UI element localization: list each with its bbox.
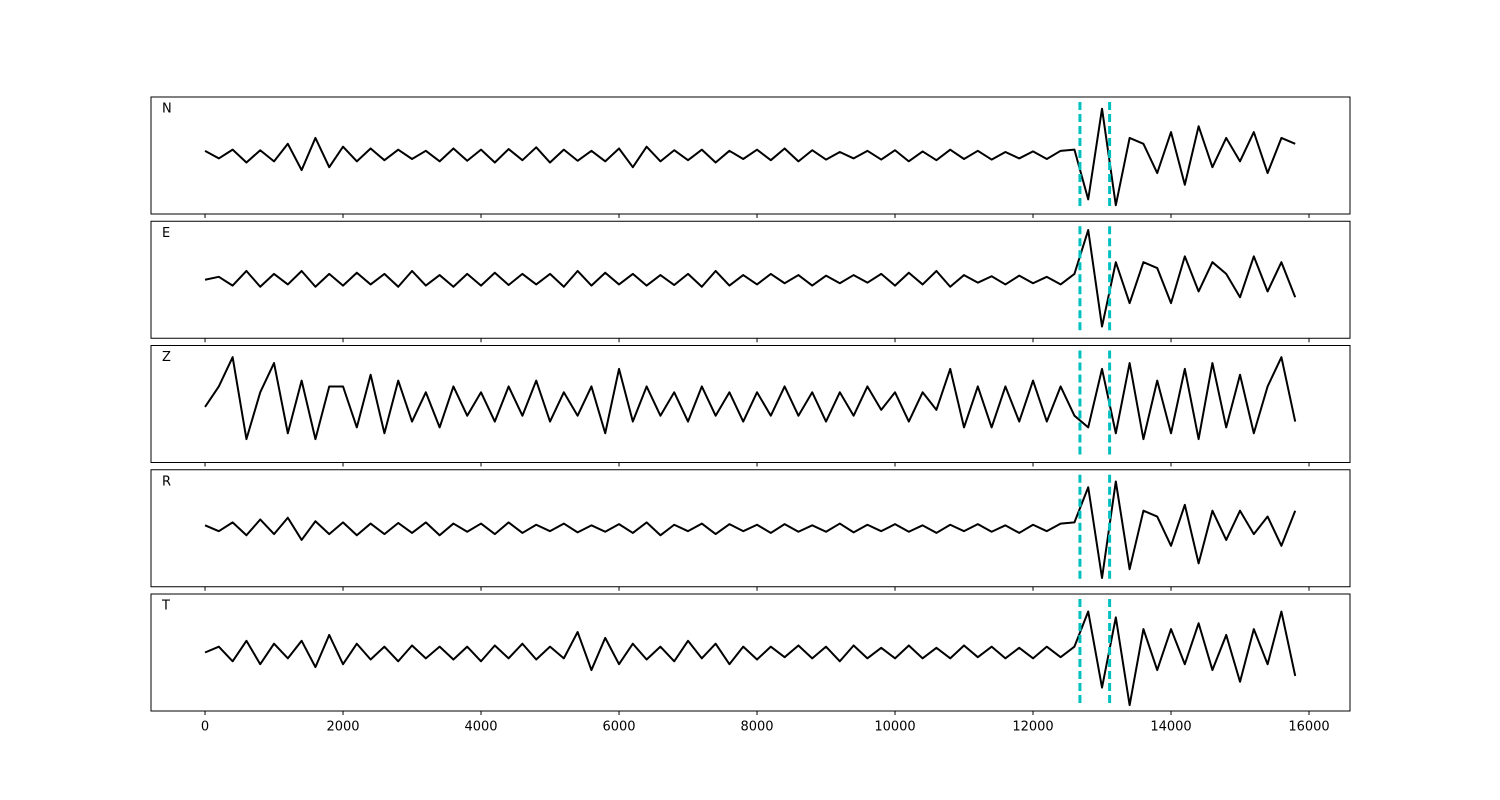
panel-label: N: [162, 102, 172, 117]
x-tick-label: 12000: [1012, 720, 1053, 735]
trace-line: [204, 610, 1297, 707]
panel-frame: [150, 593, 1351, 712]
panel-label: Z: [162, 350, 171, 365]
panel-label: T: [161, 599, 170, 614]
x-tick-label: 10000: [874, 720, 915, 735]
panel-frame: [150, 345, 1351, 463]
trace-line: [204, 480, 1297, 579]
panel-label: R: [162, 474, 171, 489]
panel-label: E: [162, 226, 170, 241]
x-tick-label: 14000: [1150, 720, 1191, 735]
x-tick-label: 4000: [464, 720, 497, 735]
trace-line: [204, 229, 1297, 328]
trace-line: [204, 107, 1296, 207]
x-tick-label: 2000: [326, 720, 359, 735]
panel-frame: [150, 96, 1351, 215]
x-tick-label: 8000: [740, 720, 773, 735]
x-tick-label: 0: [201, 720, 209, 735]
panel-frame: [150, 220, 1351, 339]
x-tick-label: 16000: [1288, 720, 1329, 735]
trace-line: [204, 356, 1297, 441]
panel-frame: [150, 469, 1351, 588]
x-tick-label: 6000: [602, 720, 635, 735]
